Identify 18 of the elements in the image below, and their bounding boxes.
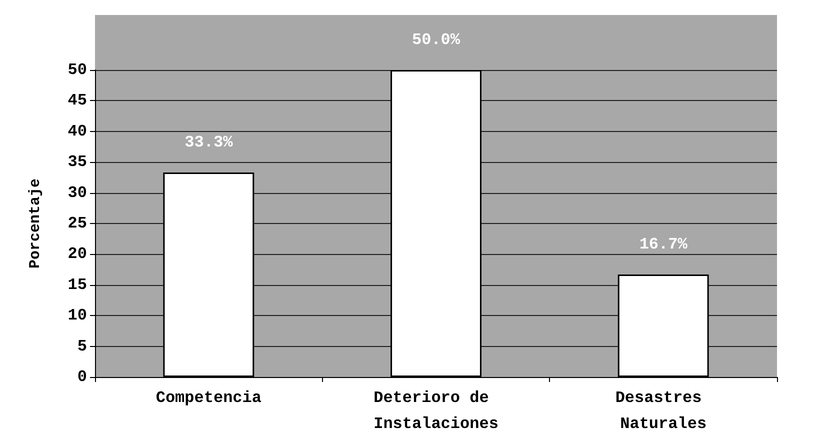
x-tick-label: Competencia bbox=[156, 389, 262, 407]
data-label: 33.3% bbox=[184, 134, 234, 152]
y-tick-label: 40 bbox=[68, 122, 87, 140]
x-tick-label: Desastres Naturales bbox=[615, 389, 712, 433]
y-axis-title: Porcentaje bbox=[27, 178, 44, 269]
x-tick-label: Deterioro de Instalaciones bbox=[374, 389, 498, 433]
y-tick-label: 35 bbox=[68, 153, 87, 172]
y-tick-label: 5 bbox=[77, 337, 87, 356]
y-tick-label: 0 bbox=[77, 368, 87, 386]
y-tick-label: 10 bbox=[68, 306, 87, 325]
y-tick-label: 45 bbox=[68, 92, 87, 110]
y-tick-label: 30 bbox=[68, 184, 87, 202]
y-tick-label: 25 bbox=[68, 214, 87, 232]
y-tick-label: 15 bbox=[68, 276, 87, 294]
data-label: 50.0% bbox=[412, 31, 460, 49]
y-tick-label: 20 bbox=[68, 245, 87, 264]
y-tick-label: 50 bbox=[68, 61, 87, 79]
data-label: 16.7% bbox=[639, 235, 688, 254]
